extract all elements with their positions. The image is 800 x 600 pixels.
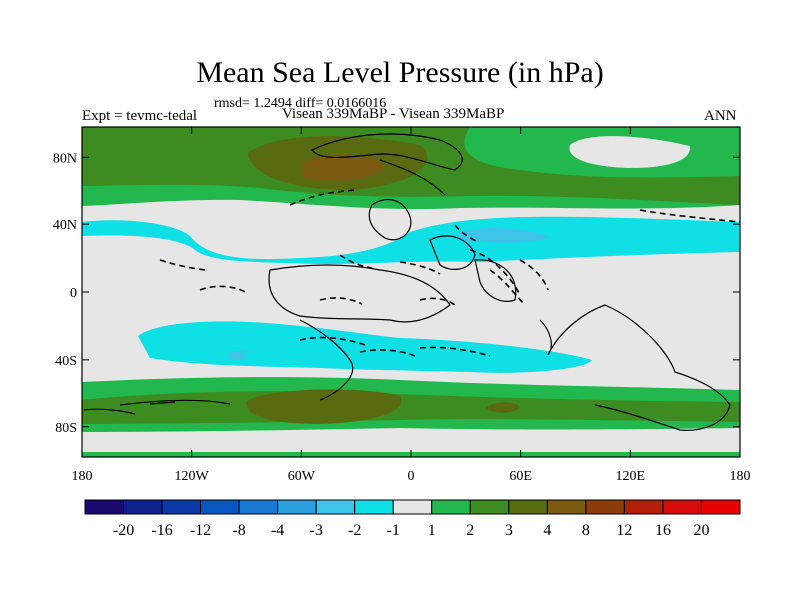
colorbar-label: 12	[616, 522, 632, 539]
colorbar-label: 3	[505, 522, 513, 539]
south-cyan-deeper	[230, 350, 246, 360]
colorbar-label: -16	[151, 522, 172, 539]
x-tick-label: 120E	[616, 469, 646, 484]
y-tick-label: 40N	[53, 218, 77, 233]
colorbar-swatch	[277, 499, 317, 515]
colorbar-label: 20	[693, 522, 709, 539]
north-cyan-band	[82, 216, 740, 264]
north-cyan-deeper	[460, 228, 550, 243]
x-tick-label: 180	[72, 469, 93, 484]
colorbar-swatch	[315, 499, 356, 515]
colorbar-label: 16	[655, 522, 671, 539]
x-tick-label: 60W	[288, 469, 316, 484]
colorbar-label: -12	[190, 522, 211, 539]
x-tick-label: 0	[408, 469, 415, 484]
colorbar-swatch	[354, 499, 394, 515]
x-tick-label: 180	[730, 469, 751, 484]
colorbar-swatch	[161, 499, 202, 515]
colorbar-labels: -20 -16 -12 -8 -4 -3 -2 -1 1 2 3 4 8 12 16 20	[113, 522, 710, 539]
south-cyan-band	[138, 321, 592, 373]
x-tick-label: 60E	[509, 469, 532, 484]
axis-ticks	[81, 127, 741, 457]
x-tick-labels: 180 120W 60W 0 60E 120E 180	[72, 469, 751, 484]
y-tick-labels: 80N 40N 0 40S 80S	[53, 151, 77, 436]
y-tick-label: 80S	[55, 421, 77, 436]
colorbar-label: -20	[113, 522, 134, 539]
x-tick-label: 120W	[175, 469, 210, 484]
colorbar-label: 2	[466, 522, 474, 539]
colorbar-swatch	[700, 499, 741, 515]
north-dark-brown-core	[300, 154, 385, 181]
colorbar-label: 1	[428, 522, 436, 539]
dashed-coastlines	[159, 189, 740, 357]
colorbar-swatch	[392, 499, 433, 515]
y-tick-label: 40S	[55, 354, 77, 369]
colorbar-swatch	[469, 499, 510, 515]
south-brown-patch	[486, 402, 520, 413]
colorbar-swatch	[546, 499, 587, 515]
north-light-patch	[569, 136, 691, 168]
colorbar-label: -8	[232, 522, 245, 539]
colorbar-swatch	[238, 499, 279, 515]
colorbar-swatch	[200, 499, 240, 515]
south-brown-region	[246, 389, 402, 424]
colorbar-swatch	[84, 499, 125, 515]
colorbar-swatch	[123, 499, 163, 515]
season-label: ANN	[704, 108, 737, 124]
experiment-label: Expt = tevmc-tedal	[82, 108, 198, 124]
y-tick-label: 0	[70, 286, 77, 301]
colorbar-label: 4	[543, 522, 551, 539]
colorbar-label: -1	[387, 522, 400, 539]
colorbar-label: 8	[582, 522, 590, 539]
colorbar-swatch	[431, 499, 471, 515]
colorbar-swatch	[623, 499, 664, 515]
stats-line: rmsd= 1.2494 diff= 0.0166016	[214, 96, 387, 111]
south-dark-green-region	[82, 391, 740, 424]
colorbar-swatch	[585, 499, 625, 515]
y-tick-label: 80N	[53, 151, 77, 166]
comparison-label: Visean 339MaBP - Visean 339MaBP	[282, 106, 505, 122]
coastlines	[83, 133, 731, 431]
chart-title: Mean Sea Level Pressure (in hPa)	[196, 56, 604, 89]
colorbar-label: -3	[310, 522, 323, 539]
colorbar-swatch	[508, 499, 548, 515]
colorbar	[84, 499, 741, 515]
colorbar-label: -2	[348, 522, 361, 539]
colorbar-swatch	[662, 499, 702, 515]
colorbar-label: -4	[271, 522, 284, 539]
